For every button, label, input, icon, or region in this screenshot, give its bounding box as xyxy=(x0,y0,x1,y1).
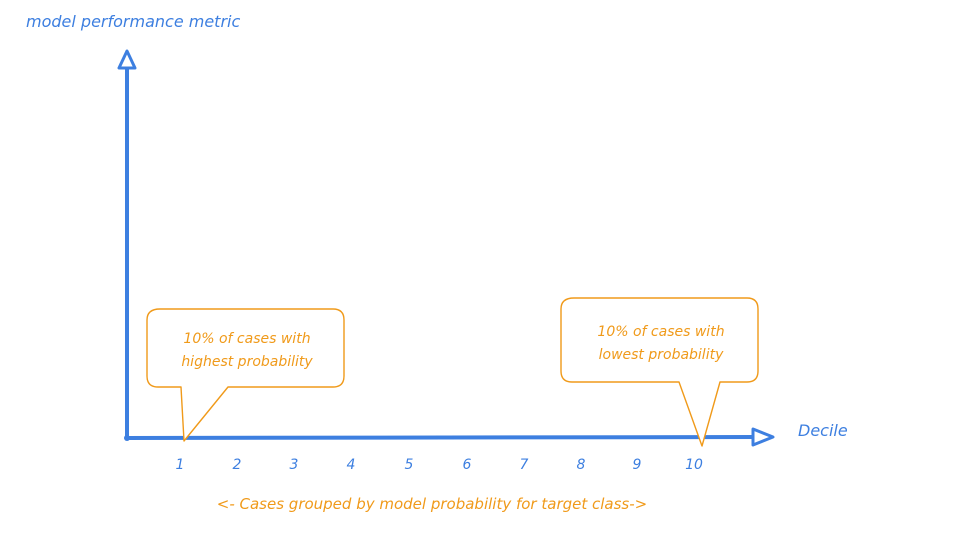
bottom-caption: <- Cases grouped by model probability fo… xyxy=(217,495,647,513)
decile-label-4: 4 xyxy=(347,457,356,473)
decile-label-6: 6 xyxy=(463,457,472,473)
x-axis-title: Decile xyxy=(798,421,848,440)
callout-lowest-line1: 10% of cases with xyxy=(597,324,724,340)
callout-highest-line1: 10% of cases with xyxy=(183,331,310,347)
x-axis-line xyxy=(125,435,760,440)
callout-lowest: 10% of cases with lowest probability xyxy=(560,297,759,447)
origin-dot xyxy=(124,435,130,441)
callout-highest-bubble xyxy=(146,308,345,442)
decile-label-3: 3 xyxy=(290,457,299,473)
callout-lowest-line2: lowest probability xyxy=(599,347,724,363)
x-axis-arrowhead xyxy=(751,427,775,447)
decile-label-9: 9 xyxy=(633,457,642,473)
decile-label-7: 7 xyxy=(520,457,529,473)
decile-label-5: 5 xyxy=(405,457,414,473)
decile-label-8: 8 xyxy=(577,457,586,473)
decile-labels: 1 2 3 4 5 6 7 8 9 10 xyxy=(176,457,703,473)
y-axis-arrowhead xyxy=(117,49,137,70)
decile-label-10: 10 xyxy=(685,457,703,473)
y-axis-title: model performance metric xyxy=(26,12,240,31)
callout-highest: 10% of cases with highest probability xyxy=(146,308,345,442)
decile-label-2: 2 xyxy=(233,457,242,473)
decile-label-1: 1 xyxy=(176,457,185,473)
callout-highest-line2: highest probability xyxy=(181,354,313,370)
callout-lowest-bubble xyxy=(560,297,759,447)
